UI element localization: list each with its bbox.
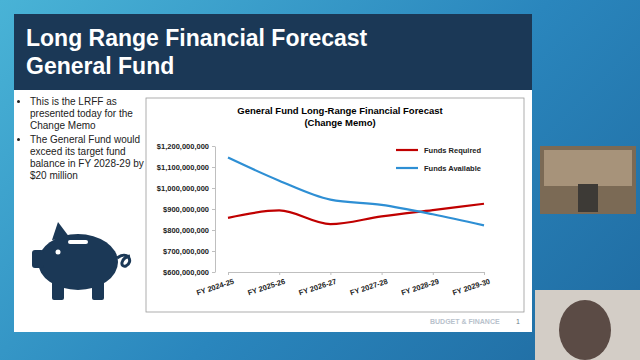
pig-tail [117, 255, 130, 266]
y-axis: $600,000,000 $700,000,000 $800,000,000 $900… [157, 142, 216, 277]
bullet: This is the LRFF as presented today for … [30, 96, 158, 132]
pig-ear [52, 222, 70, 240]
y-tick-mark [212, 188, 215, 189]
y-tick-mark [212, 167, 215, 168]
y-tick-mark [212, 146, 215, 147]
x-tick-mark [433, 272, 434, 275]
series-line [228, 158, 484, 226]
legend-label: Funds Required [424, 146, 482, 155]
chart-title: General Fund Long-Range Financial Foreca… [237, 105, 443, 116]
y-tick: $700,000,000 [163, 247, 215, 256]
legend: Funds Required Funds Available [396, 146, 482, 173]
chart-subtitle: (Change Memo) [304, 117, 375, 128]
y-tick-label: $1,100,000,000 [157, 163, 209, 172]
x-tick: FY 2024-25 [195, 272, 235, 297]
page-number: 1 [516, 318, 520, 325]
y-axis-line [215, 147, 216, 273]
legend-swatch [396, 149, 418, 151]
y-tick-label: $1,200,000,000 [157, 142, 209, 151]
speaker-podium [578, 184, 598, 212]
y-tick-label: $1,000,000,000 [157, 184, 209, 193]
x-tick-mark [484, 272, 485, 275]
x-tick: FY 2025-26 [246, 272, 286, 297]
legend-swatch [396, 167, 418, 169]
piggy-bank-icon [32, 222, 130, 300]
slide-title: General Fund [26, 53, 174, 79]
y-tick: $1,100,000,000 [157, 163, 215, 172]
x-tick-label: FY 2029-30 [451, 277, 491, 298]
x-axis-line [229, 272, 485, 273]
speaker-video [540, 146, 636, 214]
speaker-video-wall [544, 150, 632, 186]
footer: BUDGET & FINANCE [430, 318, 500, 325]
slide-title-group: Long Range Financial ForecastGeneral Fun… [26, 25, 368, 79]
chart-svg: Long Range Financial ForecastGeneral Fun… [0, 0, 640, 360]
x-tick-label: FY 2027-28 [349, 277, 389, 298]
slide-title: Long Range Financial Forecast [26, 25, 368, 51]
pig-snout [32, 250, 44, 268]
y-tick-label: $900,000,000 [163, 205, 209, 214]
x-tick-label: FY 2026-27 [298, 277, 338, 298]
interpreter-figure [559, 300, 611, 360]
x-tick-mark [330, 272, 331, 275]
pig-coin-slot [68, 240, 88, 244]
legend-label: Funds Available [424, 164, 481, 173]
series-group [228, 158, 484, 226]
x-tick-label: FY 2028-29 [400, 277, 440, 298]
y-tick: $900,000,000 [163, 205, 215, 214]
y-tick-label: $700,000,000 [163, 247, 209, 256]
x-tick: FY 2028-29 [400, 272, 440, 297]
x-tick-mark [279, 272, 280, 275]
x-tick: FY 2026-27 [298, 272, 338, 297]
bullet: The General Fund would exceed its target… [30, 134, 158, 182]
pig-eye [56, 250, 61, 255]
x-axis: FY 2024-25 FY 2025-26 FY 2026-27 FY 2027-28… [195, 272, 491, 297]
x-tick-mark [382, 272, 383, 275]
y-tick: $1,200,000,000 [157, 142, 215, 151]
y-tick-label: $600,000,000 [163, 268, 209, 277]
x-tick: FY 2027-28 [349, 272, 389, 297]
bullet-list: This is the LRFF as presented today for … [18, 96, 158, 184]
y-tick-mark [212, 251, 215, 252]
y-tick: $800,000,000 [163, 226, 215, 235]
y-tick: $600,000,000 [163, 268, 215, 277]
series-line [228, 204, 484, 224]
y-tick-mark [212, 209, 215, 210]
x-tick: FY 2029-30 [451, 272, 491, 297]
pig-body [38, 234, 118, 290]
video-thumbnails [535, 146, 640, 360]
y-tick-mark [212, 230, 215, 231]
y-tick: $1,000,000,000 [157, 184, 215, 193]
x-tick-label: FY 2024-25 [195, 277, 235, 298]
interpreter-video [535, 290, 640, 360]
y-tick-label: $800,000,000 [163, 226, 209, 235]
pig-leg [92, 280, 104, 300]
pig-leg [52, 280, 64, 300]
y-tick-mark [212, 272, 215, 273]
chart-frame [146, 98, 524, 312]
x-tick-label: FY 2025-26 [246, 277, 286, 298]
x-tick-mark [228, 272, 229, 275]
